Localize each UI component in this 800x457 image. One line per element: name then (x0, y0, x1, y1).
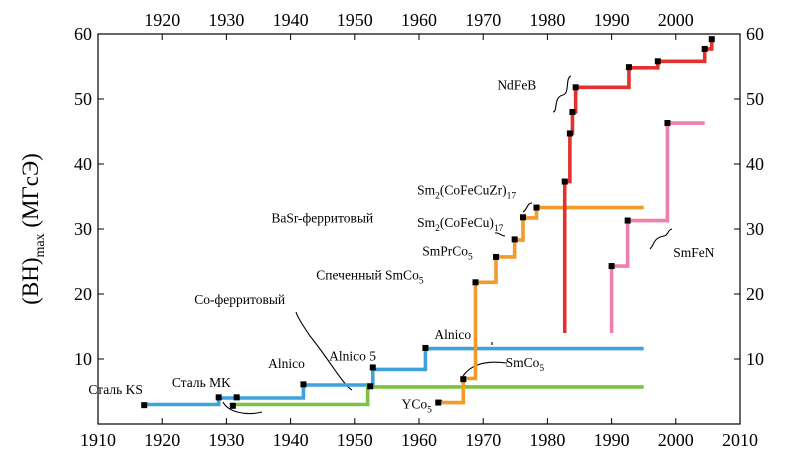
x-tick-label: 1990 (594, 430, 630, 450)
x-tick-label: 1930 (208, 430, 244, 450)
material-label: Sm2(CoFeCu)17 (417, 215, 504, 234)
material-label: Alnico (268, 356, 305, 371)
label-leader-line (494, 232, 506, 237)
y-tick-label: 10 (74, 349, 92, 369)
data-point-marker (520, 214, 527, 221)
x-tick-label-top: 1960 (401, 10, 437, 30)
x-tick-label-top: 1990 (594, 10, 630, 30)
x-tick-label: 1950 (337, 430, 373, 450)
y-tick-label-right: 50 (746, 89, 764, 109)
y-tick-label-right: 30 (746, 219, 764, 239)
material-label: Спеченный SmCo5 (316, 268, 424, 287)
data-point-marker (625, 64, 632, 71)
data-point-marker (141, 402, 148, 409)
series-line-blue (142, 346, 644, 407)
y-tick-label-right: 20 (746, 284, 764, 304)
y-tick-label-right: 40 (746, 154, 764, 174)
material-label: Сталь KS (88, 382, 143, 397)
x-tick-label: 1980 (529, 430, 565, 450)
data-point-marker (472, 279, 479, 286)
series-line-red (562, 39, 714, 333)
y-tick-label: 30 (74, 219, 92, 239)
x-tick-label: 2010 (722, 430, 758, 450)
data-point-marker (533, 204, 540, 211)
x-tick-label: 1960 (401, 430, 437, 450)
material-label: YCo5 (402, 396, 433, 415)
material-label: Sm2(CoFeCuZr)17 (417, 183, 516, 202)
label-leader-line (462, 361, 508, 377)
y-tick-label: 20 (74, 284, 92, 304)
data-point-marker (664, 120, 671, 127)
x-tick-label-top: 1920 (144, 10, 180, 30)
data-point-marker (511, 236, 518, 243)
data-point-marker (569, 109, 576, 115)
data-point-marker (435, 399, 442, 406)
material-label: Сталь MK (172, 375, 231, 390)
y-tick-label-right: 10 (746, 349, 764, 369)
x-tick-label: 1910 (80, 430, 116, 450)
data-point-marker (367, 383, 374, 390)
data-point-marker (572, 84, 579, 91)
series-line-green (232, 385, 644, 407)
data-point-marker (233, 394, 240, 401)
data-point-marker (561, 178, 568, 185)
data-point-marker (369, 364, 376, 371)
series-line-pink (609, 121, 705, 333)
data-point-marker (215, 394, 222, 401)
material-label: Co-ферритовый (194, 292, 285, 307)
x-tick-label-top: 1940 (273, 10, 309, 30)
material-label: SmPrCo5 (422, 244, 473, 263)
data-point-marker (422, 344, 429, 351)
y-tick-label: 40 (74, 154, 92, 174)
x-tick-label: 1940 (273, 430, 309, 450)
y-tick-label: 50 (74, 89, 92, 109)
data-point-marker (493, 253, 500, 260)
data-point-marker (460, 376, 467, 383)
material-label: SmCo5 (506, 355, 545, 374)
material-label: BaSr-ферритовый (271, 211, 373, 226)
label-leader-line (649, 228, 673, 250)
data-point-marker (229, 402, 236, 409)
material-label: Alnico 5 (329, 348, 376, 363)
y-axis-label: (BH)max (МГсЭ) (18, 153, 48, 305)
x-tick-label: 2000 (658, 430, 694, 450)
data-point-marker (608, 263, 615, 270)
material-label: NdFeB (497, 77, 536, 92)
x-tick-label-top: 1980 (529, 10, 565, 30)
x-tick-label-top: 1950 (337, 10, 373, 30)
x-tick-label-top: 2000 (658, 10, 694, 30)
x-tick-label-top: 1970 (465, 10, 501, 30)
material-label: SmFeN (673, 245, 715, 260)
data-point-marker (654, 58, 661, 65)
y-tick-label: 60 (74, 24, 92, 44)
label-leader-line (222, 401, 263, 415)
data-point-marker (708, 36, 715, 43)
x-tick-label: 1920 (144, 430, 180, 450)
data-point-marker (624, 217, 631, 224)
y-tick-label-right: 60 (746, 24, 764, 44)
material-label: Alnico (434, 327, 471, 342)
label-leader-line (295, 311, 353, 391)
label-leader-line (522, 202, 533, 213)
x-tick-label: 1970 (465, 430, 501, 450)
data-point-marker (300, 381, 307, 388)
data-point-marker (566, 130, 573, 137)
label-leader-line (552, 75, 572, 113)
data-point-marker (701, 45, 708, 52)
x-tick-label-top: 1930 (208, 10, 244, 30)
